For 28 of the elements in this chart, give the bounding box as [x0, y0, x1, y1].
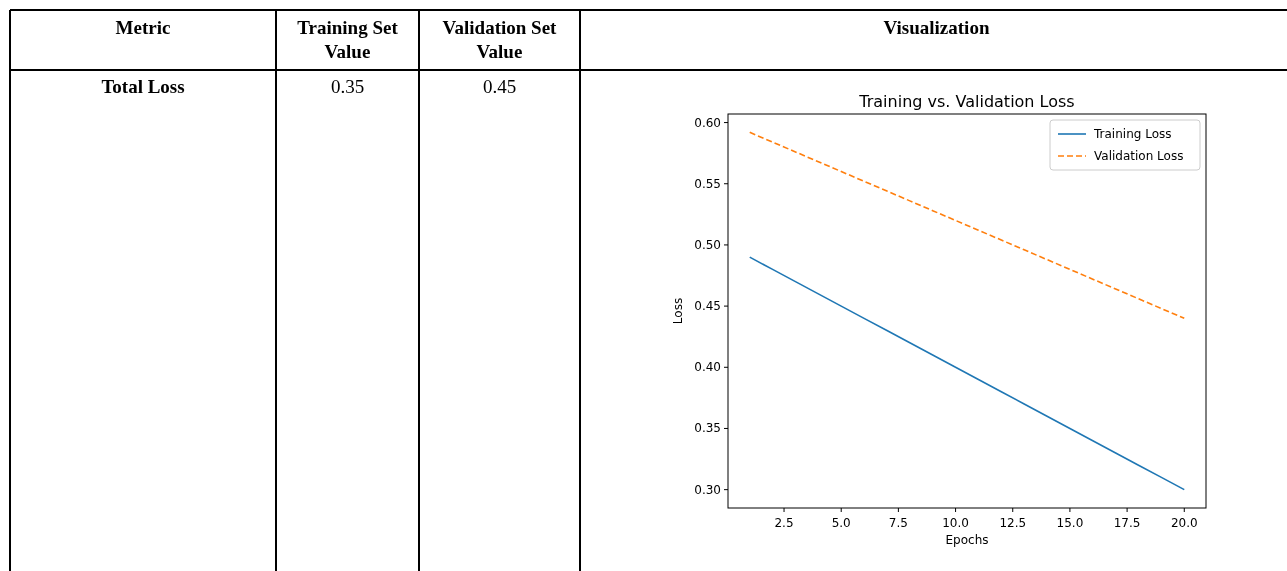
y-tick-label: 0.50	[694, 237, 721, 252]
text: Training Set Value	[297, 17, 399, 62]
y-tick-label: 0.30	[694, 482, 721, 497]
text: Metric	[115, 17, 171, 38]
x-tick-label: 15.0	[1056, 516, 1084, 530]
text: Total Loss	[101, 76, 185, 97]
chart-title: Training vs. Validation Loss	[858, 92, 1075, 111]
text: 0.35	[330, 76, 365, 97]
y-tick-label: 0.60	[694, 115, 721, 130]
x-tick-label: 7.5	[888, 516, 908, 530]
x-axis-title: Epochs	[945, 533, 989, 547]
x-tick-label: 20.0	[1170, 516, 1198, 530]
y-tick-label: 0.55	[694, 176, 721, 191]
y-tick-label: 0.40	[694, 360, 721, 375]
x-tick-label: 12.5	[999, 516, 1027, 530]
legend-label: Validation Loss	[1094, 149, 1184, 163]
legend-label: Training Loss	[1093, 127, 1172, 141]
x-tick-label: 2.5	[774, 516, 794, 530]
y-axis-title: Loss	[671, 297, 685, 325]
x-tick-label: 17.5	[1113, 516, 1141, 530]
text: Visualization	[883, 17, 990, 38]
x-tick-label: 5.0	[831, 516, 851, 530]
y-tick-label: 0.35	[694, 421, 721, 436]
text: 0.45	[482, 76, 517, 97]
y-tick-label: 0.45	[694, 299, 721, 314]
x-tick-label: 10.0	[942, 516, 969, 530]
line-series	[748, 256, 1186, 491]
text: Validation Set Value	[442, 17, 558, 62]
